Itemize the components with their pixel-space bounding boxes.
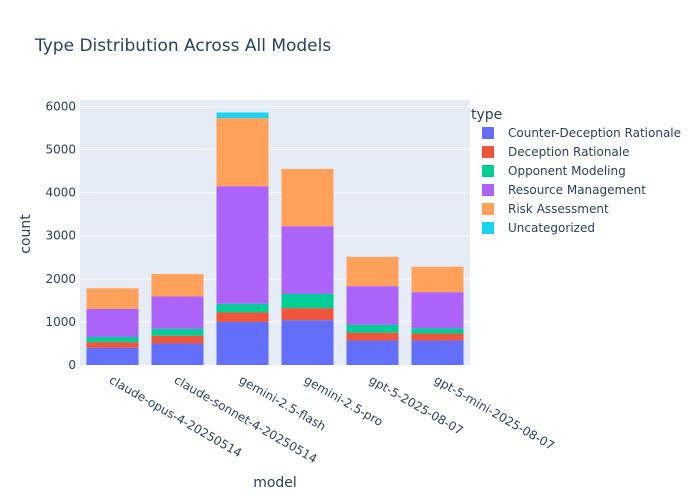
y-axis-title: count xyxy=(18,214,34,254)
legend-title: type xyxy=(471,107,502,123)
legend-item[interactable]: Risk Assessment xyxy=(482,202,609,216)
bar-segment[interactable] xyxy=(151,343,204,365)
legend-swatch xyxy=(482,165,494,177)
legend-label: Uncategorized xyxy=(508,221,595,235)
bar-segment[interactable] xyxy=(281,226,334,294)
y-tick-label: 1000 xyxy=(45,315,76,329)
gridlines xyxy=(80,105,470,323)
x-axis-title: model xyxy=(253,475,297,491)
bar-segment[interactable] xyxy=(346,332,399,341)
legend-item[interactable]: Deception Rationale xyxy=(482,145,630,159)
y-tick-label: 6000 xyxy=(45,99,76,113)
legend-item[interactable]: Resource Management xyxy=(482,183,646,197)
y-tick-label: 4000 xyxy=(45,186,76,200)
bar-segment[interactable] xyxy=(346,286,399,325)
bar-segment[interactable] xyxy=(86,336,139,343)
bar-segment[interactable] xyxy=(151,296,204,329)
bar-segment[interactable] xyxy=(281,293,334,309)
legend-label: Risk Assessment xyxy=(508,202,609,216)
bar-segment[interactable] xyxy=(281,308,334,321)
legend-swatch xyxy=(482,146,494,158)
bar-segment[interactable] xyxy=(216,118,269,187)
legend-swatch xyxy=(482,203,494,215)
legend-swatch xyxy=(482,222,494,234)
y-axis: 0 1000 2000 3000 4000 5000 6000 xyxy=(45,99,76,372)
bar-segment[interactable] xyxy=(216,186,269,304)
legend-swatch xyxy=(482,127,494,139)
bar-segment[interactable] xyxy=(411,333,464,341)
bar-segment[interactable] xyxy=(281,320,334,365)
y-tick-label: 5000 xyxy=(45,143,76,157)
y-tick-label: 0 xyxy=(68,358,76,372)
bars-group xyxy=(86,112,464,365)
bar-segment[interactable] xyxy=(411,292,464,329)
legend-label: Deception Rationale xyxy=(508,145,630,159)
legend-item[interactable]: Counter-Deception Rationale xyxy=(482,126,681,140)
bar-segment[interactable] xyxy=(346,256,399,287)
bar-segment[interactable] xyxy=(86,308,139,337)
bar-segment[interactable] xyxy=(411,328,464,334)
bar-segment[interactable] xyxy=(216,312,269,322)
legend-swatch xyxy=(482,184,494,196)
bar-segment[interactable] xyxy=(151,328,204,336)
legend-label: Opponent Modeling xyxy=(508,164,626,178)
bar-segment[interactable] xyxy=(411,340,464,365)
bar-segment[interactable] xyxy=(216,321,269,365)
bar-segment[interactable] xyxy=(216,112,269,119)
legend-label: Resource Management xyxy=(508,183,646,197)
plot-area xyxy=(80,100,470,365)
bar-segment[interactable] xyxy=(216,303,269,313)
y-tick-label: 3000 xyxy=(45,229,76,243)
legend-item[interactable]: Uncategorized xyxy=(482,221,595,235)
bar-segment[interactable] xyxy=(86,288,139,309)
legend-label: Counter-Deception Rationale xyxy=(508,126,681,140)
bar-segment[interactable] xyxy=(151,335,204,344)
bar-segment[interactable] xyxy=(86,342,139,348)
y-tick-label: 2000 xyxy=(45,272,76,286)
bar-segment[interactable] xyxy=(281,168,334,227)
legend-item[interactable]: Opponent Modeling xyxy=(482,164,626,178)
bar-segment[interactable] xyxy=(86,347,139,365)
bar-segment[interactable] xyxy=(411,266,464,293)
legend[interactable]: type Counter-Deception Rationale Deceptio… xyxy=(471,107,681,235)
bar-segment[interactable] xyxy=(346,340,399,365)
chart-title: Type Distribution Across All Models xyxy=(34,36,331,56)
bar-segment[interactable] xyxy=(151,274,204,297)
bar-segment[interactable] xyxy=(346,324,399,333)
